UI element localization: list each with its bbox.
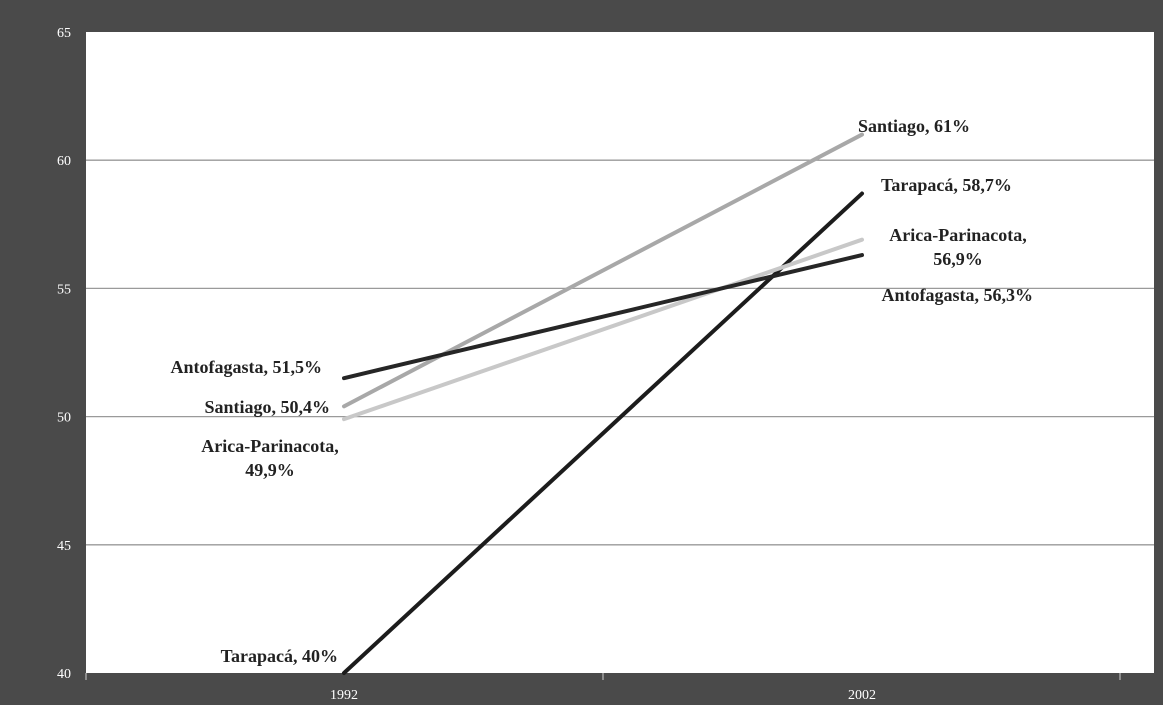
data-label-tarapac--2002: Tarapacá, 58,7% (881, 175, 1012, 195)
data-label-antofagasta-2002: Antofagasta, 56,3% (882, 285, 1034, 305)
series-line-santiago (342, 132, 864, 409)
data-label-santiago-1992: Santiago, 50,4% (204, 397, 330, 417)
data-label-antofagasta-1992: Antofagasta, 51,5% (171, 357, 323, 377)
x-axis: 1992 2002 (85, 673, 1121, 703)
y-tick-label-50: 50 (57, 411, 71, 426)
series-line-arica-parinacota (342, 237, 864, 422)
x-tick-label-1992: 1992 (330, 688, 358, 703)
series-line-tarapac- (342, 191, 864, 675)
data-label-arica-parinacota-1992: Arica-Parinacota, 49,9% (201, 436, 338, 480)
series-line-antofagasta (342, 253, 864, 381)
data-label-tarapac--1992: Tarapacá, 40% (221, 646, 338, 666)
data-label-santiago-2002: Santiago, 61% (858, 116, 970, 136)
y-tick-label-40: 40 (57, 667, 71, 682)
series-lines (342, 132, 864, 675)
data-labels: Santiago, 50,4% Santiago, 61% Tarapacá, 40… (171, 116, 1034, 666)
y-tick-label-60: 60 (57, 154, 71, 169)
data-label-arica-parinacota-2002: Arica-Parinacota, 56,9% (889, 225, 1026, 269)
y-tick-label-55: 55 (57, 282, 71, 297)
y-axis: 40 45 50 55 60 65 (57, 26, 71, 682)
x-tick-label-2002: 2002 (848, 688, 876, 703)
y-tick-label-45: 45 (57, 539, 71, 554)
y-tick-label-65: 65 (57, 26, 71, 41)
plot-area (86, 32, 1154, 673)
